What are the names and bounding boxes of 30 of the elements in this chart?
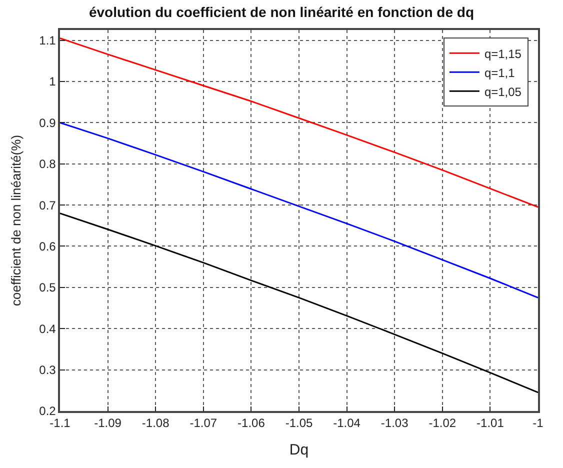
y-tick-label: 0.8 [39, 157, 56, 172]
y-tick-label: 0.6 [39, 239, 56, 254]
x-tick-label: -1.07 [190, 416, 218, 430]
y-tick-label: 0.4 [39, 322, 56, 336]
x-tick-label: -1.04 [333, 416, 361, 430]
legend-label: q=1,15 [484, 46, 522, 61]
y-tick-label: 0.7 [39, 198, 56, 212]
y-tick-label: 1.1 [39, 34, 56, 48]
x-tick-label: -1.01 [476, 416, 504, 430]
y-tick-label: 0.5 [39, 280, 56, 295]
line-series [60, 122, 538, 298]
y-tick-label: 1 [49, 74, 56, 89]
legend-label: q=1,1 [484, 66, 516, 80]
legend-label: q=1,05 [484, 84, 522, 99]
line-series [60, 212, 538, 394]
x-tick-label: -1.06 [238, 416, 266, 430]
x-tick-label: -1.1 [50, 416, 71, 430]
x-tick-label: -1.09 [94, 416, 122, 430]
chart-title: évolution du coefficient de non linéarité en fonction de dq [88, 4, 474, 20]
y-tick-label: 0.3 [39, 363, 56, 378]
y-tick-label: 0.2 [39, 404, 56, 418]
x-axis-title: Dq [289, 442, 309, 459]
y-axis-title: coefficient de non linéarité(%) [8, 134, 24, 306]
line-series [60, 37, 538, 208]
x-tick-label: -1.02 [428, 416, 456, 430]
x-tick-label: -1.08 [142, 416, 170, 430]
x-tick-label: -1.05 [285, 416, 313, 430]
x-tick-label: -1 [532, 416, 544, 430]
x-tick-label: -1.03 [380, 416, 409, 430]
y-tick-label: 0.9 [39, 116, 56, 130]
